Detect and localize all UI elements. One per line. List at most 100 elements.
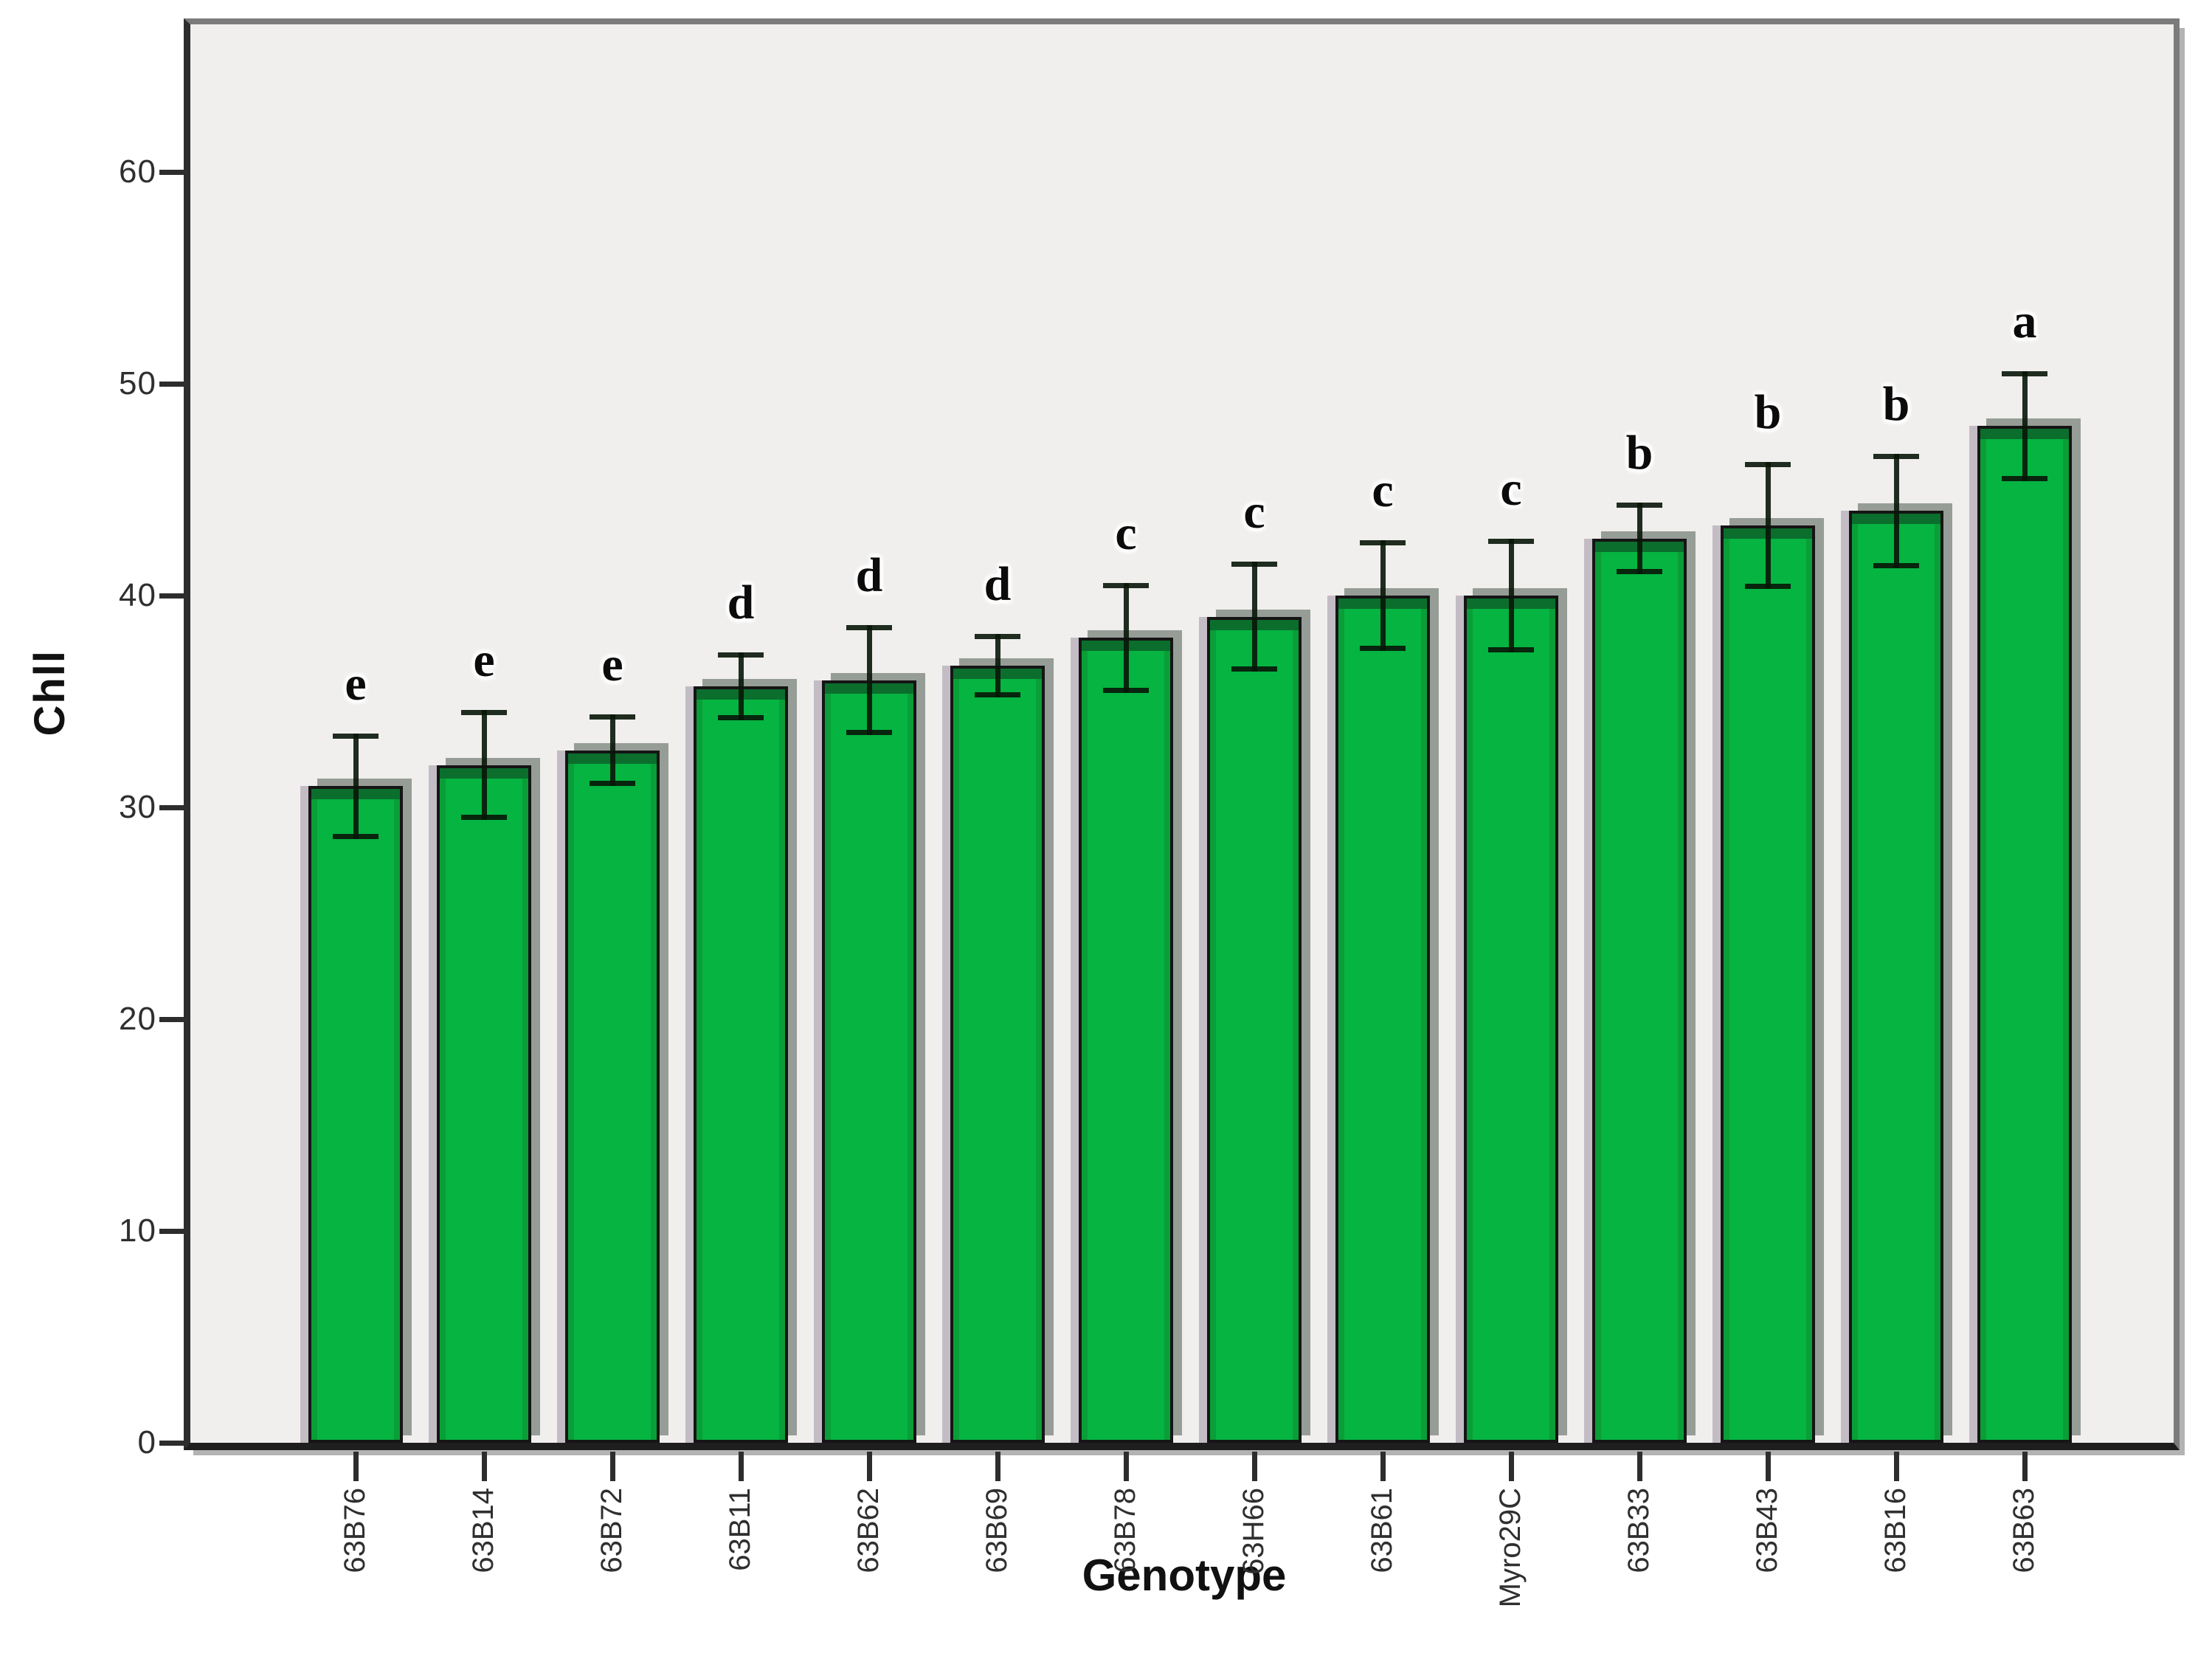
error-cap-top [1103,582,1149,588]
sig-letter-63B63: a [2012,294,2037,348]
error-bar-63B43 [1745,462,1791,590]
x-tick-label-63B16: 63B16 [1879,1488,1912,1573]
y-tick-mark [159,1441,184,1446]
x-tick-mark [2022,1452,2028,1481]
x-axis-title: Genotype [1082,1551,1287,1600]
plot-area: e e e d d d c c c c b b b a [184,18,2180,1450]
x-tick-mark [867,1452,872,1481]
error-cap-top [718,652,764,658]
error-cap-top [1873,453,1919,459]
x-tick-label-63B69: 63B69 [981,1488,1013,1573]
y-tick-label-60: 60 [119,154,156,190]
error-bar-63H66 [1231,562,1277,672]
error-cap-bottom [333,834,379,840]
sig-letter-63B11: d [727,576,755,630]
bar-63B61 [1335,596,1430,1443]
x-tick-mark [1894,1452,1899,1481]
error-bar-63B76 [333,733,379,840]
error-bar-63B16 [1873,453,1919,568]
bar-63B11 [694,686,788,1443]
error-cap-top [1360,540,1406,546]
error-bar-Myro29C [1488,538,1534,653]
error-cap-bottom [461,815,507,821]
x-tick-mark [1380,1452,1386,1481]
bar-63B43 [1721,525,1815,1443]
bar-63B72 [565,750,660,1443]
error-cap-bottom [2002,476,2047,481]
error-cap-bottom [1617,569,1662,575]
error-cap-top [1488,538,1534,544]
x-tick-label-63B33: 63B33 [1622,1488,1655,1573]
bar-Myro29C [1464,596,1558,1443]
x-tick-label-63B72: 63B72 [595,1488,628,1573]
x-tick-mark [610,1452,615,1481]
sig-letter-63B62: d [855,548,883,603]
y-tick-label-50: 50 [119,365,156,401]
y-tick-mark [159,382,184,387]
error-cap-top [975,633,1020,639]
error-bar-63B11 [718,652,764,721]
error-bar-63B14 [461,709,507,821]
error-cap-bottom [846,730,892,736]
x-tick-mark [995,1452,1000,1481]
error-bar-63B33 [1617,502,1662,575]
error-cap-top [846,625,892,631]
error-bar-63B78 [1103,582,1149,693]
sig-letter-63B16: b [1882,376,1910,431]
bar-63B76 [308,786,403,1443]
y-tick-label-0: 0 [137,1424,156,1460]
sig-letter-63B43: b [1754,385,1782,440]
bar-63B16 [1849,511,1943,1443]
error-cap-bottom [1488,647,1534,653]
error-cap-top [590,714,635,720]
y-tick-mark [159,805,184,810]
x-tick-mark [482,1452,487,1481]
bar-63B63 [1977,426,2072,1443]
x-tick-mark [1637,1452,1642,1481]
error-cap-bottom [1103,688,1149,693]
x-tick-label-63B11: 63B11 [724,1488,756,1571]
bar-63B62 [822,680,916,1443]
y-tick-mark [159,170,184,175]
error-cap-bottom [1231,666,1277,672]
x-tick-label-63H66: 63H66 [1237,1488,1270,1575]
sig-letter-63H66: c [1243,485,1265,539]
error-cap-bottom [1360,645,1406,651]
bar-63B78 [1079,638,1173,1443]
sig-letter-63B61: c [1372,463,1394,518]
x-tick-mark [1509,1452,1514,1481]
error-bar-63B69 [975,633,1020,697]
x-tick-label-63B76: 63B76 [339,1488,371,1573]
y-tick-label-20: 20 [119,1001,156,1037]
error-cap-top [1231,562,1277,568]
error-cap-top [1745,462,1791,468]
sig-letter-63B33: b [1625,425,1653,480]
error-bar-63B72 [590,714,635,787]
x-tick-mark [353,1452,359,1481]
error-cap-top [1617,502,1662,508]
sig-letter-63B69: d [984,556,1012,611]
y-tick-label-10: 10 [119,1213,156,1249]
x-tick-mark [1766,1452,1771,1481]
error-cap-bottom [975,691,1020,697]
bar-63H66 [1207,616,1302,1443]
error-cap-bottom [590,781,635,787]
x-tick-label-63B63: 63B63 [2008,1488,2040,1573]
error-cap-top [333,733,379,739]
error-bar-63B63 [2002,370,2047,481]
error-cap-bottom [718,715,764,721]
x-tick-label-63B62: 63B62 [852,1488,885,1573]
bar-63B14 [437,765,531,1443]
x-tick-mark [1124,1452,1129,1481]
y-axis-title: Chll [26,649,74,737]
error-cap-bottom [1745,584,1791,590]
y-tick-mark [159,1017,184,1022]
x-tick-mark [739,1452,744,1481]
x-tick-label-63B14: 63B14 [467,1488,500,1573]
y-tick-mark [159,593,184,599]
x-tick-mark [1252,1452,1257,1481]
error-cap-top [2002,370,2047,376]
sig-letter-Myro29C: c [1500,461,1522,516]
error-bar-63B62 [846,625,892,736]
error-cap-bottom [1873,562,1919,568]
